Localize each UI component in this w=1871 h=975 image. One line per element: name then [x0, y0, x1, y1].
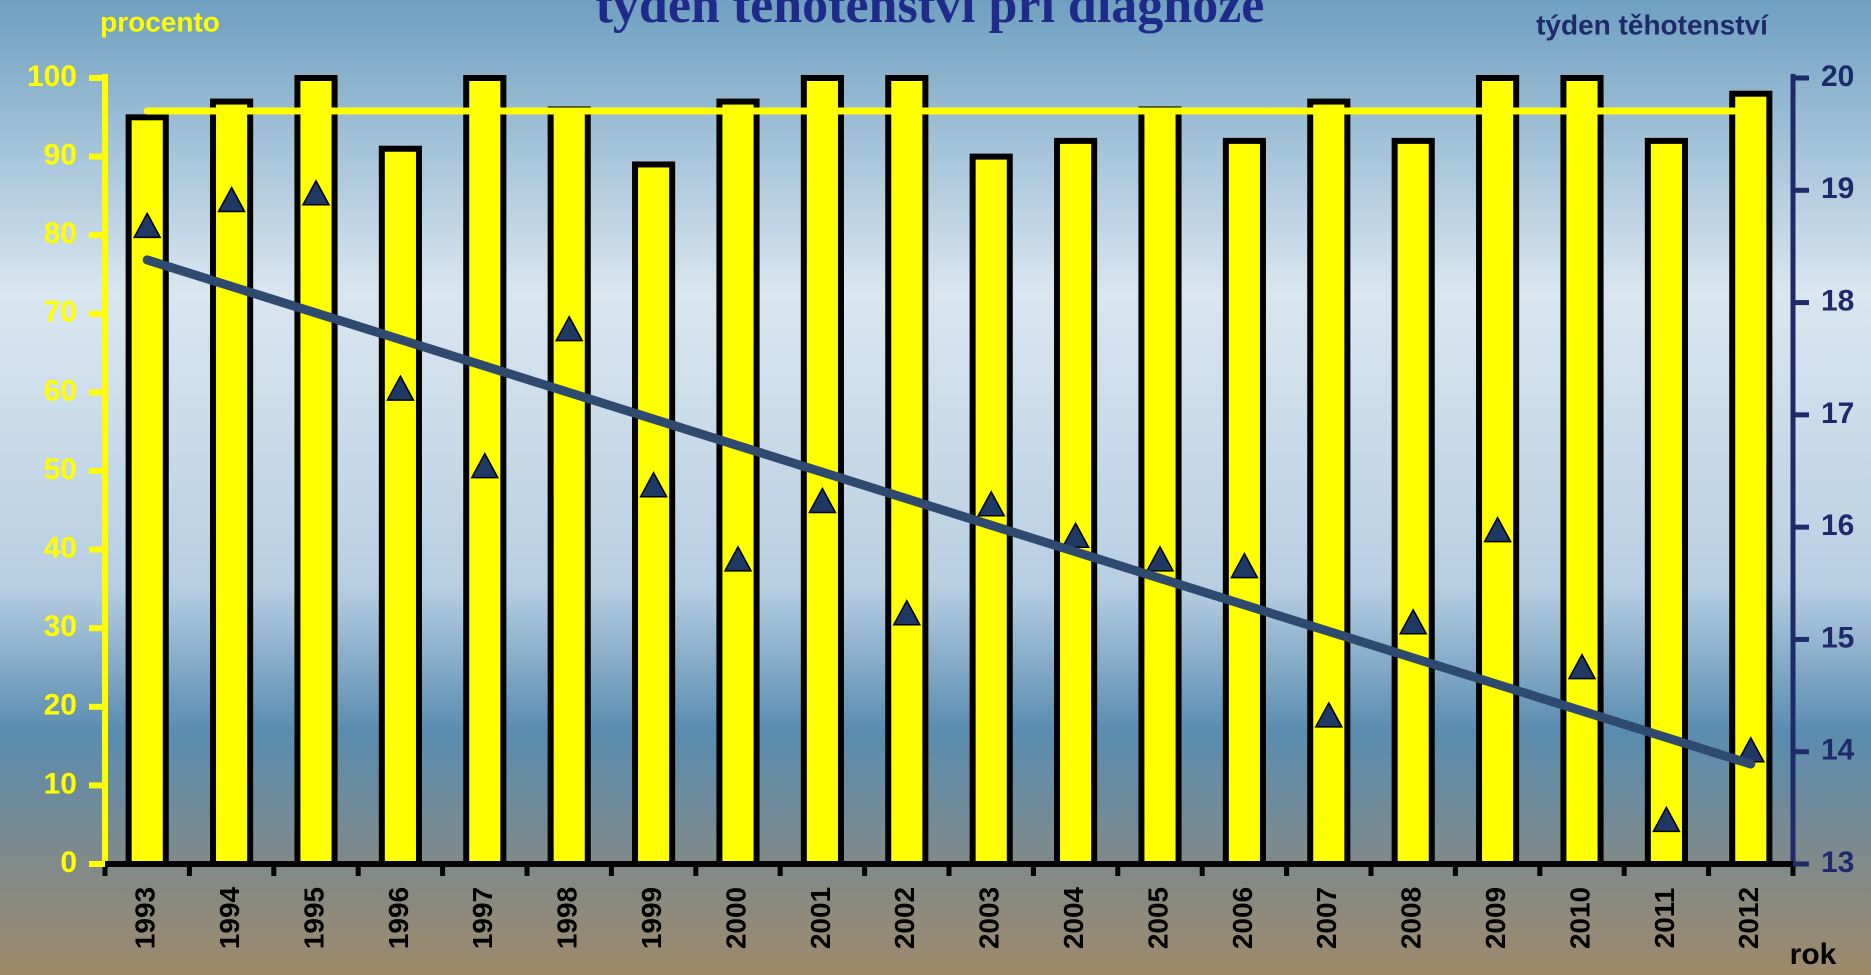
- triangle-marker: [386, 374, 415, 401]
- x-tick-label: 1998: [552, 887, 583, 949]
- triangle-marker: [1145, 545, 1175, 572]
- y2-tick-label: 17: [1821, 397, 1854, 430]
- y2-tick-label: 13: [1821, 846, 1854, 879]
- y2-axis-label: týden těhotenství: [1536, 9, 1769, 40]
- x-tick-label: 1996: [383, 887, 414, 949]
- x-tick-label: 2001: [805, 887, 836, 949]
- y-tick-label: 90: [44, 139, 77, 172]
- triangle-marker: [1483, 516, 1512, 543]
- x-tick-label: 1999: [636, 887, 667, 949]
- triangle-marker: [808, 486, 837, 514]
- y-tick-label: 0: [60, 846, 77, 879]
- y-tick-label: 20: [44, 689, 77, 722]
- bar: [294, 75, 338, 867]
- x-tick-label: 2008: [1396, 887, 1427, 949]
- triangle-marker: [1652, 805, 1681, 833]
- y-tick-label: 60: [44, 374, 77, 407]
- x-axis-label: rok: [1790, 938, 1837, 971]
- bar: [378, 145, 422, 868]
- triangle-marker: [723, 545, 753, 572]
- x-tick-label: 2006: [1227, 887, 1258, 949]
- y-tick-label: 100: [27, 60, 77, 93]
- bar: [885, 75, 929, 867]
- bar: [632, 161, 676, 867]
- x-tick-label: 2003: [974, 887, 1005, 949]
- trend-line: [142, 255, 1756, 769]
- y2-tick-label: 19: [1821, 172, 1854, 205]
- x-tick-label: 2007: [1311, 887, 1342, 949]
- triangle-marker: [1230, 551, 1259, 579]
- x-tick-label: 2009: [1480, 887, 1511, 949]
- x-tick-label: 1993: [130, 887, 161, 949]
- bar: [1054, 137, 1098, 867]
- triangle-marker: [1567, 653, 1597, 680]
- y-tick-label: 40: [44, 532, 77, 565]
- y-tick-label: 80: [44, 217, 77, 250]
- bar: [125, 114, 169, 868]
- y2-tick-label: 18: [1821, 284, 1854, 317]
- x-tick-label: 1995: [298, 887, 329, 949]
- triangle-marker: [301, 179, 331, 206]
- x-tick-label: 1994: [214, 886, 245, 949]
- x-tick-label: 2002: [889, 887, 920, 949]
- chart-title: týden těhotenství při diagnóze: [596, 0, 1265, 34]
- y2-tick-label: 14: [1821, 734, 1855, 767]
- triangle-marker: [217, 185, 246, 213]
- y-axis-label: procento: [100, 6, 220, 37]
- bar: [210, 98, 254, 867]
- y-tick-label: 50: [44, 453, 77, 486]
- y2-tick-label: 20: [1821, 60, 1854, 93]
- bar: [1476, 75, 1520, 867]
- triangle-marker: [1314, 701, 1344, 728]
- bar: [547, 106, 591, 867]
- bar: [1138, 106, 1182, 867]
- triangle-marker: [470, 452, 500, 479]
- bar: [1644, 137, 1688, 867]
- x-tick-label: 2004: [1058, 886, 1089, 949]
- triangle-marker: [639, 471, 668, 498]
- triangle-marker: [892, 599, 922, 626]
- y2-tick-label: 15: [1821, 621, 1854, 654]
- x-tick-label: 2000: [720, 887, 751, 949]
- y-tick-label: 10: [44, 767, 77, 800]
- triangle-marker: [132, 211, 162, 239]
- bar: [716, 98, 760, 867]
- x-tick-label: 1997: [467, 887, 498, 949]
- y2-tick-label: 16: [1821, 509, 1854, 542]
- x-tick-label: 2005: [1142, 887, 1173, 949]
- y-tick-label: 30: [44, 610, 77, 643]
- bar: [1307, 98, 1351, 867]
- triangle-marker: [554, 315, 584, 342]
- bar: [1391, 137, 1435, 867]
- y-tick-label: 70: [44, 296, 77, 329]
- bar: [1560, 75, 1604, 867]
- x-tick-label: 2012: [1733, 887, 1764, 949]
- x-tick-label: 2010: [1564, 887, 1595, 949]
- x-tick-label: 2011: [1649, 888, 1680, 949]
- triangle-marker: [1398, 608, 1428, 635]
- triangle-marker: [976, 490, 1006, 517]
- bar: [1222, 137, 1266, 867]
